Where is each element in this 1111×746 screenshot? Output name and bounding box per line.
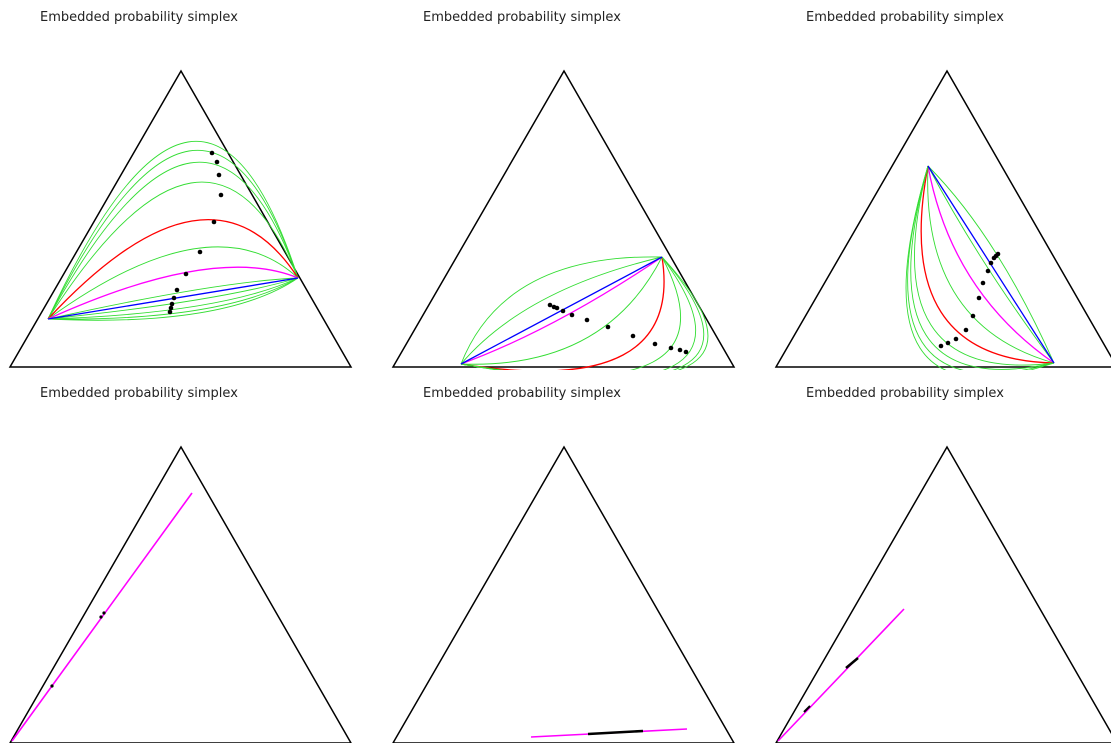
sample-point bbox=[183, 271, 189, 277]
simplex-triangle bbox=[8, 69, 353, 368]
simplex-diagram bbox=[774, 69, 1111, 370]
simplex-triangle bbox=[775, 445, 1111, 743]
sample-point bbox=[554, 305, 560, 311]
simplex-panel-5: Embedded probability simplex bbox=[383, 376, 748, 746]
sample-point bbox=[677, 347, 683, 353]
sample-point bbox=[988, 260, 994, 266]
simplex-diagram bbox=[391, 69, 736, 370]
geodesic-curve bbox=[460, 256, 663, 365]
sample-point bbox=[630, 333, 636, 339]
sample-point bbox=[569, 312, 575, 318]
sample-point bbox=[963, 327, 969, 333]
geodesic-curve bbox=[47, 277, 299, 321]
simplex-panel-2: Embedded probability simplex bbox=[383, 0, 748, 370]
simplex-triangle bbox=[9, 445, 352, 743]
simplex-diagram bbox=[9, 445, 352, 743]
point-cluster bbox=[845, 657, 859, 669]
simplex-diagram bbox=[775, 445, 1111, 743]
geodesic-curve bbox=[47, 277, 299, 320]
red-geodesic-curve bbox=[920, 165, 1055, 364]
magenta-geodesic-curve bbox=[47, 266, 299, 320]
magenta-geodesic-line bbox=[777, 608, 905, 742]
geodesic-curve bbox=[460, 256, 681, 370]
sample-point bbox=[216, 172, 222, 178]
geodesic-curve bbox=[460, 256, 663, 365]
geodesic-curve bbox=[460, 256, 705, 370]
red-geodesic-curve bbox=[47, 219, 299, 320]
sample-point bbox=[102, 611, 106, 615]
sample-point bbox=[683, 349, 689, 355]
simplex-panel-6: Embedded probability simplex bbox=[766, 376, 1111, 746]
simplex-diagram bbox=[8, 69, 353, 368]
sample-point bbox=[50, 684, 54, 688]
sample-point bbox=[938, 343, 944, 349]
simplex-triangle bbox=[392, 445, 735, 743]
geodesic-curve bbox=[927, 165, 1055, 364]
panel-title: Embedded probability simplex bbox=[40, 386, 238, 401]
sample-point bbox=[218, 192, 224, 198]
simplex-diagram bbox=[392, 445, 735, 743]
sample-point bbox=[584, 317, 590, 323]
panel-title: Embedded probability simplex bbox=[40, 10, 238, 25]
sample-point bbox=[171, 295, 177, 301]
simplex-triangle bbox=[391, 69, 736, 368]
geodesic-curve bbox=[47, 277, 299, 320]
sample-point bbox=[214, 159, 220, 165]
point-cluster bbox=[803, 705, 811, 713]
simplex-panel-1: Embedded probability simplex bbox=[0, 0, 365, 370]
point-cluster bbox=[587, 729, 644, 736]
sample-point bbox=[668, 345, 674, 351]
panel-title: Embedded probability simplex bbox=[423, 386, 621, 401]
sample-point bbox=[945, 340, 951, 346]
magenta-geodesic-curve bbox=[460, 256, 663, 365]
sample-point bbox=[547, 302, 553, 308]
simplex-triangle bbox=[774, 69, 1111, 368]
geodesic-curve bbox=[927, 165, 1055, 364]
sample-point bbox=[970, 313, 976, 319]
geodesic-curve bbox=[460, 256, 697, 370]
panel-title: Embedded probability simplex bbox=[806, 10, 1004, 25]
geodesic-curve bbox=[460, 256, 709, 370]
geodesic-curve bbox=[907, 165, 1055, 370]
geodesic-curve bbox=[47, 277, 299, 320]
simplex-panel-3: Embedded probability simplex bbox=[766, 0, 1111, 370]
panel-title: Embedded probability simplex bbox=[423, 10, 621, 25]
geodesic-curve bbox=[47, 277, 299, 320]
sample-point bbox=[991, 255, 997, 261]
sample-point bbox=[168, 305, 174, 311]
sample-point bbox=[560, 308, 566, 314]
sample-point bbox=[652, 341, 658, 347]
magenta-geodesic-curve bbox=[927, 165, 1055, 364]
sample-point bbox=[209, 150, 215, 156]
geodesic-curve bbox=[914, 165, 1055, 366]
geodesic-curve bbox=[47, 149, 299, 320]
sample-point bbox=[99, 615, 103, 619]
sample-point bbox=[605, 324, 611, 330]
geodesic-curve bbox=[927, 165, 1055, 364]
geodesic-curve bbox=[460, 256, 663, 365]
sample-point bbox=[167, 309, 173, 315]
sample-point bbox=[174, 287, 180, 293]
geodesic-curve bbox=[47, 140, 299, 320]
geodesic-curve bbox=[47, 161, 299, 320]
geodesic-curve bbox=[905, 165, 1055, 370]
panel-title: Embedded probability simplex bbox=[806, 386, 1004, 401]
sample-point bbox=[211, 219, 217, 225]
geodesic-curve bbox=[47, 246, 299, 320]
simplex-panel-4: Embedded probability simplex bbox=[0, 376, 365, 746]
geodesic-curve bbox=[47, 181, 299, 320]
sample-point bbox=[980, 280, 986, 286]
red-geodesic-curve bbox=[460, 256, 665, 370]
sample-point bbox=[953, 336, 959, 342]
sample-point bbox=[976, 295, 982, 301]
sample-point bbox=[985, 268, 991, 274]
geodesic-curve bbox=[910, 165, 1055, 370]
sample-point bbox=[197, 249, 203, 255]
sample-point bbox=[169, 301, 175, 307]
